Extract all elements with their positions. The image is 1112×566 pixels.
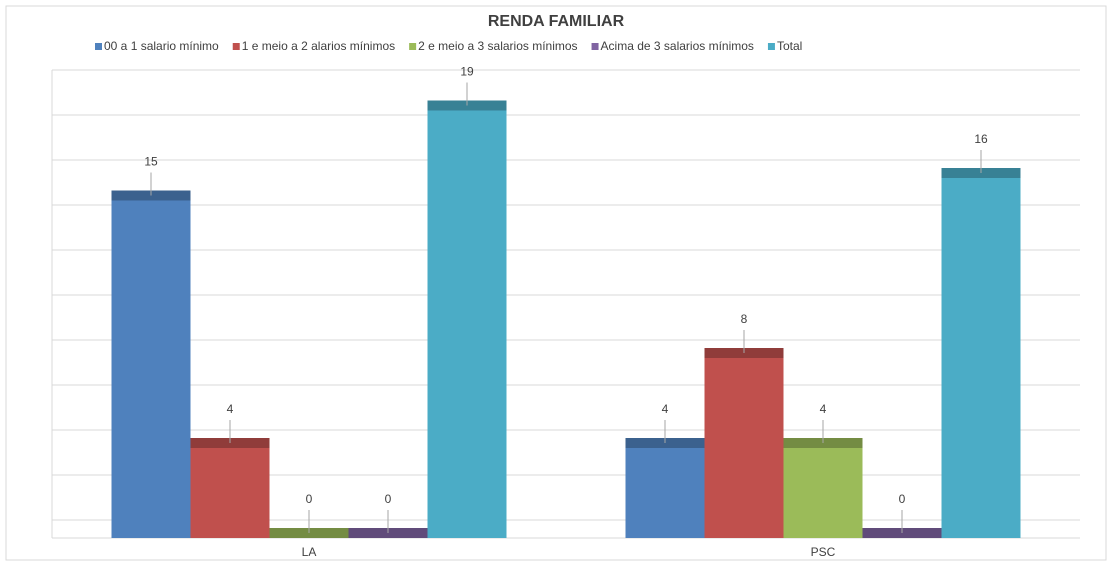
legend-label: 2 e meio a 3 salarios mínimos <box>418 39 577 53</box>
bar-front <box>941 178 1021 538</box>
legend-swatch <box>767 43 775 50</box>
legend-swatch <box>409 43 417 50</box>
legend-label: Acima de 3 salarios mínimos <box>601 39 754 53</box>
bar <box>704 348 784 538</box>
chart-border <box>5 5 1107 561</box>
bar-front <box>704 358 784 538</box>
data-label: 4 <box>820 402 827 416</box>
bar <box>190 438 270 538</box>
data-label: 0 <box>899 492 906 506</box>
data-label: 4 <box>227 402 234 416</box>
legend-swatch <box>591 43 599 50</box>
data-label: 15 <box>144 155 158 169</box>
bar-front <box>783 448 863 538</box>
bar-front <box>111 200 191 538</box>
x-tick-label: LA <box>302 545 317 559</box>
bar <box>625 438 705 538</box>
bar <box>783 438 863 538</box>
data-label: 4 <box>662 402 669 416</box>
bar <box>111 190 191 538</box>
data-label: 0 <box>385 492 392 506</box>
bar <box>427 100 507 538</box>
bar-front <box>625 448 705 538</box>
legend-label: Total <box>777 39 802 53</box>
legend-swatch <box>95 43 102 50</box>
bar-front <box>190 448 270 538</box>
data-label: 0 <box>306 492 313 506</box>
bar-front <box>427 110 507 538</box>
legend-label: 1 e meio a 2 alarios mínimos <box>242 39 395 53</box>
x-tick-label: PSC <box>811 545 836 559</box>
legend-swatch <box>232 43 240 50</box>
chart-title: RENDA FAMILIAR <box>488 13 625 30</box>
legend-label: 00 a 1 salario mínimo <box>104 39 219 53</box>
data-label: 8 <box>741 312 748 326</box>
data-label: 16 <box>974 132 988 146</box>
data-label: 19 <box>460 65 474 79</box>
bar <box>941 168 1021 538</box>
